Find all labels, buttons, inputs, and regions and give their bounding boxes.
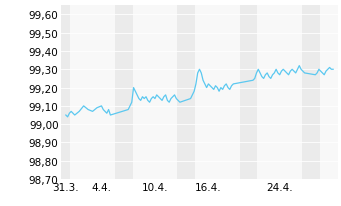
Bar (195, 6, 240, 179)
Bar (133, 6, 177, 179)
Bar (240, 6, 257, 179)
Bar (115, 6, 133, 179)
Bar (257, 6, 302, 179)
Bar (177, 6, 195, 179)
Bar (302, 6, 320, 179)
Bar (320, 6, 338, 179)
Bar (61, 6, 70, 179)
Bar (70, 6, 115, 179)
